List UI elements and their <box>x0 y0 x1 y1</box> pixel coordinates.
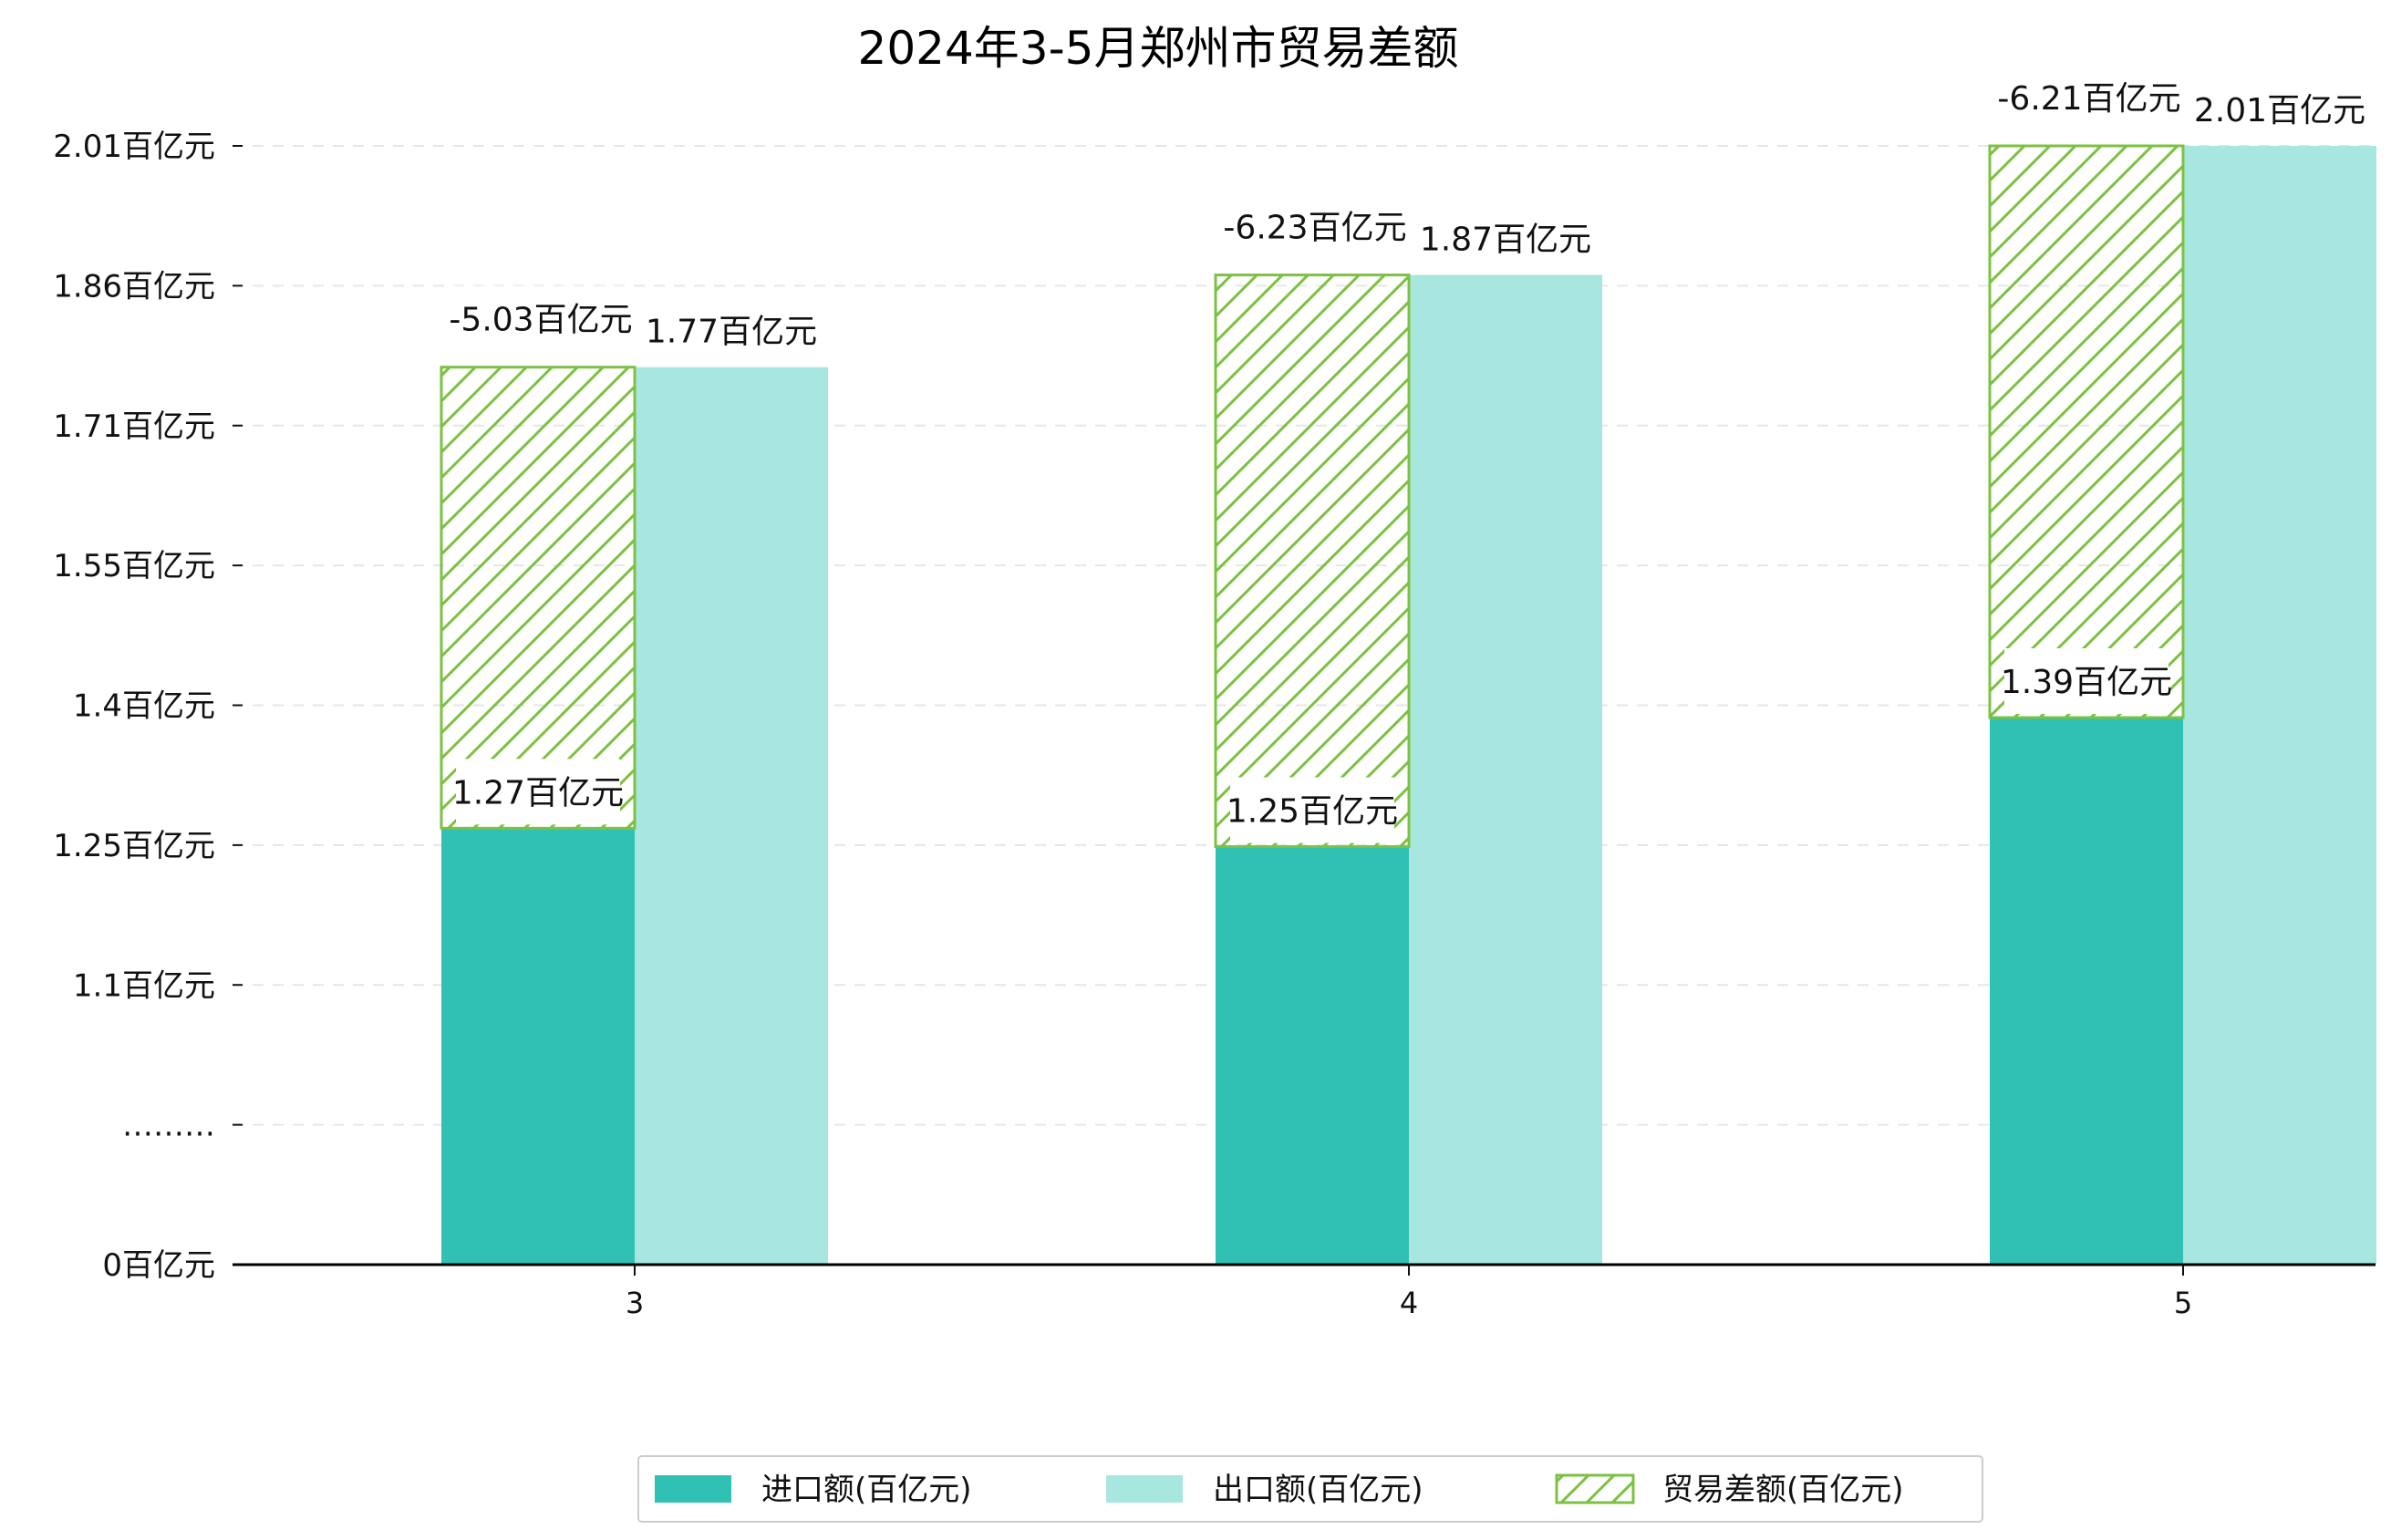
import-value-label-bg <box>456 759 620 825</box>
y-tick-label: 0百亿元 <box>102 1247 215 1284</box>
export-value-label-bg <box>1423 205 1588 272</box>
export-bar <box>1409 274 1602 1266</box>
import-value-label: 1.27百亿元 <box>452 774 624 811</box>
export-bar <box>2183 146 2376 1265</box>
import-bar <box>1216 846 1409 1265</box>
trade-balance-bar <box>440 366 637 830</box>
chart-title: 2024年3-5月郑州市贸易差额 <box>858 22 1459 75</box>
y-tick-label: 1.71百亿元 <box>53 408 215 445</box>
legend: 进口额(百亿元) 出口额(百亿元) 贸易差额(百亿元) <box>637 1455 1983 1523</box>
export-value-label: 2.01百亿元 <box>2194 92 2365 129</box>
export-value-label: 1.77百亿元 <box>646 314 817 351</box>
data-labels: 1.27百亿元 1.77百亿元 -5.03百亿元 1.25百亿元 1.87百亿元 -6.2… <box>449 65 2365 843</box>
import-value-label-bg <box>2004 647 2168 714</box>
y-tick-label: 1.55百亿元 <box>53 548 215 584</box>
y-tick-label: 1.25百亿元 <box>53 828 215 864</box>
trade-balance-value-label-bg <box>1998 65 2180 130</box>
trade-balance-bar <box>1214 274 1411 849</box>
bars <box>440 144 2376 1266</box>
export-bar <box>635 367 828 1265</box>
trade-balance-value-label-bg <box>450 285 632 352</box>
export-value-label-bg <box>2198 77 2362 142</box>
trade-balance-value-label: -6.23百亿元 <box>1223 210 1406 247</box>
y-tick-label: 1.1百亿元 <box>73 967 215 1004</box>
trade-balance-value-label: -6.21百亿元 <box>1997 80 2180 118</box>
export-value-label-bg <box>649 297 813 364</box>
y-tick-label: ……… <box>122 1108 215 1144</box>
legend-label: 出口额(百亿元) <box>1213 1472 1423 1508</box>
import-value-label-bg <box>1230 777 1394 843</box>
legend-frame <box>637 1455 1983 1523</box>
legend-swatch <box>655 1475 731 1503</box>
y-tick-label: 1.4百亿元 <box>73 688 215 725</box>
export-value-label: 1.87百亿元 <box>1420 222 1591 259</box>
axes: 0百亿元 ……… 1.1百亿元 1.25百亿元 1.4百亿元 1.55百亿元 1.71百亿元… <box>53 129 2375 1320</box>
y-tick-label: 2.01百亿元 <box>53 129 215 165</box>
legend-swatch <box>1555 1473 1635 1504</box>
trade-balance-bar <box>1988 144 2185 719</box>
legend-label: 进口额(百亿元) <box>761 1472 972 1508</box>
legend-label: 贸易差额(百亿元) <box>1662 1472 1904 1508</box>
trade-balance-value-label-bg <box>1224 193 1406 260</box>
import-value-label: 1.25百亿元 <box>1227 793 1398 831</box>
import-value-label: 1.39百亿元 <box>2001 664 2172 701</box>
trade-balance-value-label: -5.03百亿元 <box>449 302 632 339</box>
x-tick-label: 5 <box>2174 1286 2192 1320</box>
x-tick-label: 3 <box>626 1286 644 1320</box>
y-tick-label: 1.86百亿元 <box>53 268 215 305</box>
import-bar <box>441 828 635 1265</box>
legend-swatch <box>1106 1475 1183 1503</box>
x-tick-label: 4 <box>1400 1286 1418 1320</box>
import-bar <box>1990 717 2183 1265</box>
